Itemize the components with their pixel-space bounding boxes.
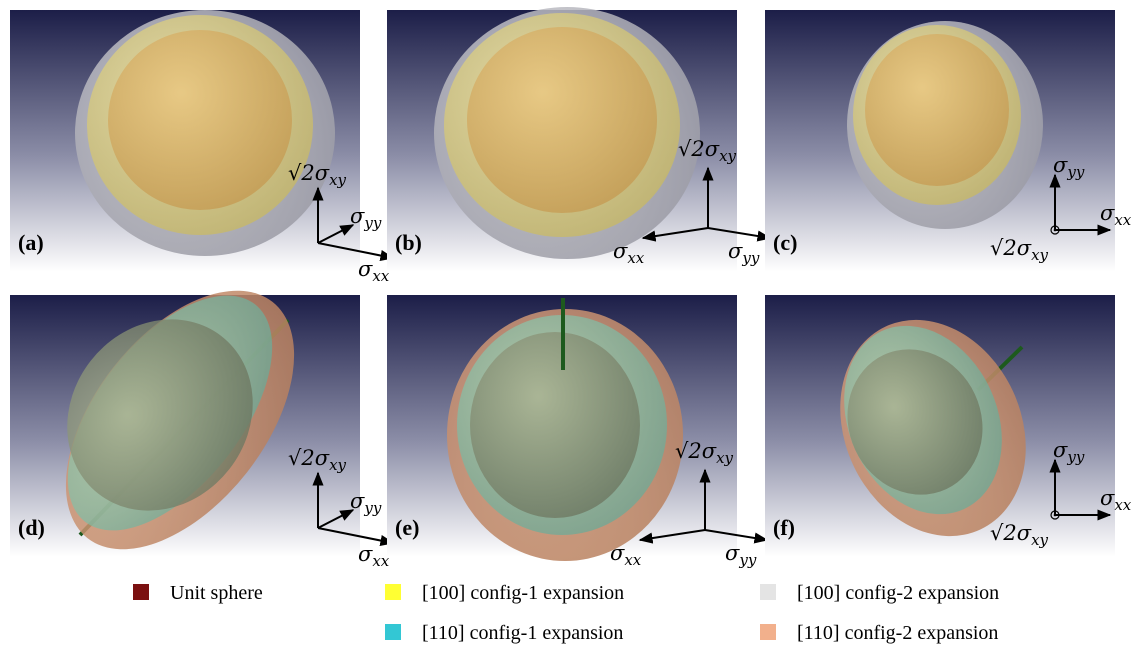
axis-label: σxx [610, 541, 642, 569]
axis-label-symbol: σ [725, 541, 740, 565]
axis-label: √2σxy [288, 446, 347, 474]
axis-label: σxx [1100, 486, 1132, 514]
legend-label: [100] config-1 expansion [422, 582, 624, 604]
axis-arrow [317, 224, 355, 244]
axis-label-subscript: xy [719, 147, 736, 165]
axis-label-subscript: xx [1114, 496, 1131, 514]
axis-label: √2σxy [990, 521, 1049, 549]
sphere [467, 27, 657, 213]
sphere [470, 332, 640, 518]
axis-arrow [317, 527, 395, 547]
axis-label-subscript: yy [363, 499, 381, 517]
legend-swatch [385, 624, 401, 640]
legend-label: [110] config-1 expansion [422, 622, 623, 644]
legend-swatch [760, 624, 776, 640]
axis-arrow [638, 529, 706, 544]
legend-label: [100] config-2 expansion [797, 582, 999, 604]
axis-arrow [707, 227, 772, 242]
panel-label: (d) [18, 515, 45, 540]
legend-swatch [760, 584, 776, 600]
sphere [67, 319, 253, 511]
sphere [865, 34, 1009, 186]
out-of-plane-marker [1053, 228, 1057, 232]
axis-label: σyy [1053, 153, 1085, 181]
axis-label-subscript: xx [624, 551, 641, 569]
out-of-plane-marker [1053, 513, 1057, 517]
legend-label: Unit sphere [170, 582, 263, 604]
axis-label-symbol: σ [350, 489, 365, 513]
axis-label-symbol: √2σ [678, 137, 720, 161]
axis-label-symbol: √2σ [675, 439, 717, 463]
axis-label: √2σxy [678, 137, 737, 165]
panel-label: (b) [395, 230, 422, 255]
axis-label-subscript: xy [1031, 246, 1048, 264]
sphere [847, 349, 983, 495]
legend-swatch [385, 584, 401, 600]
axis-arrow [317, 509, 355, 529]
axis-arrow [704, 529, 769, 544]
axis-label-subscript: yy [738, 551, 756, 569]
axis-label: σyy [350, 204, 382, 232]
axis-arrow [317, 242, 395, 262]
axis-label-symbol: σ [1053, 153, 1068, 177]
axis-label-symbol: σ [1100, 486, 1115, 510]
axis-label: √2σxy [288, 161, 347, 189]
legend-swatch [133, 584, 149, 600]
panel-label: (c) [773, 230, 797, 255]
axis-label-symbol: σ [1100, 201, 1115, 225]
axis-label: σyy [1053, 438, 1085, 466]
axis-label-symbol: σ [350, 204, 365, 228]
axis-label-symbol: σ [728, 239, 743, 263]
axis-label-subscript: xx [372, 267, 389, 285]
out-of-plane-marker [1050, 510, 1060, 520]
axis-label-subscript: yy [1066, 163, 1084, 181]
axis-label-subscript: xx [372, 552, 389, 570]
axis-label-subscript: yy [1066, 448, 1084, 466]
axis-label-symbol: σ [613, 239, 628, 263]
axis-label: σxx [358, 257, 390, 285]
panel-label: (a) [18, 230, 44, 255]
axis-label-subscript: xx [1114, 211, 1131, 229]
axis-label: √2σxy [675, 439, 734, 467]
axis-label-subscript: xy [329, 456, 346, 474]
axis-label-symbol: √2σ [990, 521, 1032, 545]
sphere [108, 30, 292, 210]
axis-label-symbol: σ [358, 257, 373, 281]
legend-label: [110] config-2 expansion [797, 622, 998, 644]
axis-label-symbol: √2σ [288, 161, 330, 185]
out-of-plane-marker [1050, 225, 1060, 235]
axis-label-subscript: yy [363, 214, 381, 232]
axis-label: σxx [358, 542, 390, 570]
axis-label-subscript: yy [741, 249, 759, 267]
axis-label-symbol: σ [358, 542, 373, 566]
axis-label-subscript: xx [627, 249, 644, 267]
axis-label-subscript: xy [1031, 531, 1048, 549]
axis-label-subscript: xy [716, 449, 733, 467]
axis-label-symbol: √2σ [990, 236, 1032, 260]
axis-label-symbol: √2σ [288, 446, 330, 470]
axis-arrow [641, 227, 709, 242]
axis-label: σyy [350, 489, 382, 517]
axis-label: σyy [728, 239, 760, 267]
axis-label-symbol: σ [1053, 438, 1068, 462]
axis-label: √2σxy [990, 236, 1049, 264]
panel-label: (f) [773, 515, 795, 540]
axis-label-symbol: σ [610, 541, 625, 565]
axis-label: σxx [1100, 201, 1132, 229]
axis-label-subscript: xy [329, 171, 346, 189]
axis-label: σxx [613, 239, 645, 267]
panel-label: (e) [395, 515, 419, 540]
axis-label: σyy [725, 541, 757, 569]
